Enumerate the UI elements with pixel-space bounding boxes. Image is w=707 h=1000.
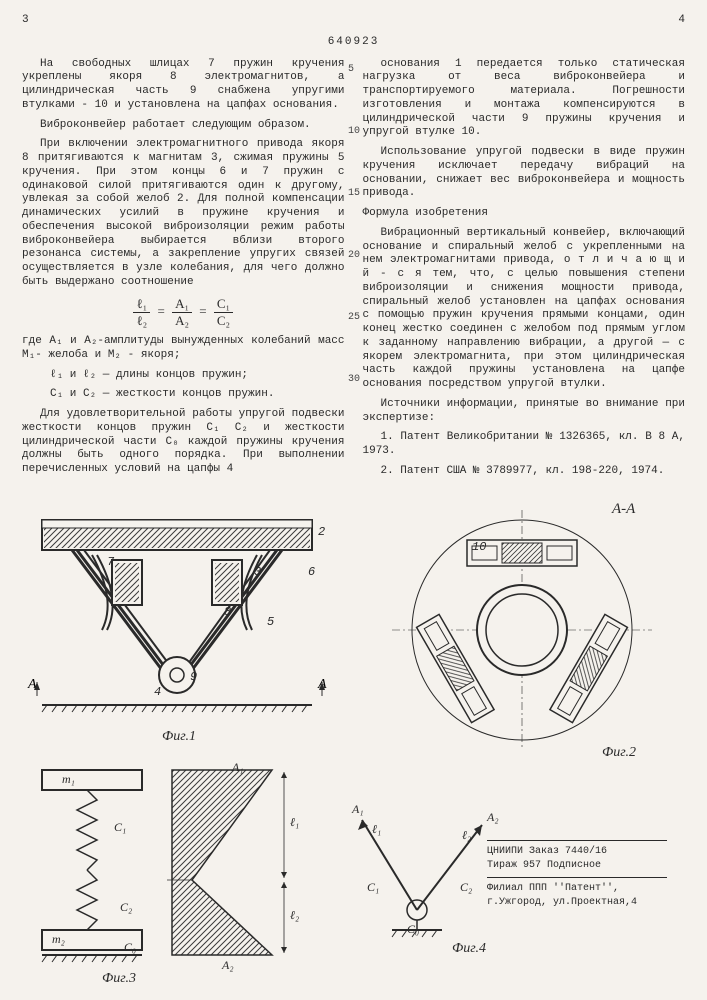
footer-line: г.Ужгород, ул.Проектная,4 xyxy=(487,896,667,910)
fig3-c1: C₁ xyxy=(114,820,126,835)
patent-page: 3 4 640923 5 10 15 20 25 30 На свободных… xyxy=(0,0,707,1000)
fig3-l2: ℓ₂ xyxy=(290,908,299,923)
fig1-drawing: A A xyxy=(22,510,332,730)
paragraph: При включении электромагнитного привода … xyxy=(22,138,345,289)
text-columns: На свободных шлицах 7 пружин кручения ук… xyxy=(22,58,685,485)
paragraph: Источники информации, принятые во вниман… xyxy=(363,398,686,426)
paragraph: основания 1 передается только статическа… xyxy=(363,58,686,141)
footer-line: Филиал ППП ''Патент'', xyxy=(487,882,667,896)
fig4-c1: C₁ xyxy=(367,880,379,895)
page-header: 3 4 xyxy=(22,14,685,28)
callout-5: 5 xyxy=(267,615,274,630)
right-column: основания 1 передается только статическа… xyxy=(363,58,686,485)
claims-title: Формула изобретения xyxy=(363,207,686,221)
line-num: 25 xyxy=(348,312,360,325)
paragraph: Использование упругой подвески в виде пр… xyxy=(363,146,686,201)
paragraph: ℓ₁ и ℓ₂ — длины концов пружин; xyxy=(22,369,345,383)
line-num: 15 xyxy=(348,188,360,201)
paragraph: На свободных шлицах 7 пружин кручения ук… xyxy=(22,58,345,113)
paragraph: 2. Патент США № 3789977, кл. 198-220, 19… xyxy=(363,465,686,479)
paragraph: 1. Патент Великобритании № 1326365, кл. … xyxy=(363,431,686,459)
formula: ℓ₁ℓ₂ = A₁A₂ = C₁C₂ xyxy=(22,296,345,330)
fig3-m1: m₁ xyxy=(62,772,75,787)
fig2-label: Фиг.2 xyxy=(602,744,636,762)
fig3-m2: m₂ xyxy=(52,932,65,947)
paragraph: Для удовлетворительной работы упругой по… xyxy=(22,408,345,477)
fig3-label: Фиг.3 xyxy=(102,970,136,988)
line-num: 30 xyxy=(348,374,360,387)
line-num: 5 xyxy=(348,64,354,77)
callout-6: 6 xyxy=(308,565,315,580)
imprint: ЦНИИПИ Заказ 7440/16 Тираж 957 Подписное… xyxy=(487,840,667,910)
fig1-label: Фиг.1 xyxy=(162,728,196,746)
fig4-l2: ℓ₂ xyxy=(462,828,471,843)
paragraph: Виброконвейер работает следующим образом… xyxy=(22,119,345,133)
fig2-drawing xyxy=(372,500,672,760)
line-num: 10 xyxy=(348,126,360,139)
fig3-c0: C₀ xyxy=(124,940,136,955)
fig4-drawing xyxy=(332,800,512,950)
fig3-a1: A₁ xyxy=(232,760,244,775)
callout-9: 9 xyxy=(190,670,197,685)
fig3-a2: A₂ xyxy=(222,958,234,973)
paragraph: Вибрационный вертикальный конвейер, вклю… xyxy=(363,227,686,392)
fig4-c0: C₀ xyxy=(407,922,419,937)
callout-7: 7 xyxy=(107,555,114,570)
callout-8: 8 xyxy=(224,605,231,620)
fig3-l1: ℓ₁ xyxy=(290,815,299,830)
paragraph: где A₁ и A₂-амплитуды вынужденных колеба… xyxy=(22,335,345,363)
page-num-left: 3 xyxy=(22,14,29,28)
footer-line: Тираж 957 Подписное xyxy=(487,859,667,873)
fig4-a2: A₂ xyxy=(487,810,499,825)
doc-number: 640923 xyxy=(22,36,685,50)
paragraph: C₁ и C₂ — жесткости концов пружин. xyxy=(22,388,345,402)
callout-4: 4 xyxy=(154,685,161,700)
callout-10: 10 xyxy=(472,540,486,555)
fig4-a1: A₁ xyxy=(352,802,364,817)
callout-2: 2 xyxy=(318,525,325,540)
fig4-label: Фиг.4 xyxy=(452,940,486,958)
fig3-c2: C₂ xyxy=(120,900,132,915)
left-column: На свободных шлицах 7 пружин кручения ук… xyxy=(22,58,345,485)
fig4-l1: ℓ₁ xyxy=(372,822,381,837)
fig4-c2: C₂ xyxy=(460,880,472,895)
line-num: 20 xyxy=(348,250,360,263)
callout-3: 3 xyxy=(254,565,261,580)
page-num-right: 4 xyxy=(678,14,685,28)
section-aa: A-A xyxy=(612,500,635,519)
footer-line: ЦНИИПИ Заказ 7440/16 xyxy=(487,845,667,859)
